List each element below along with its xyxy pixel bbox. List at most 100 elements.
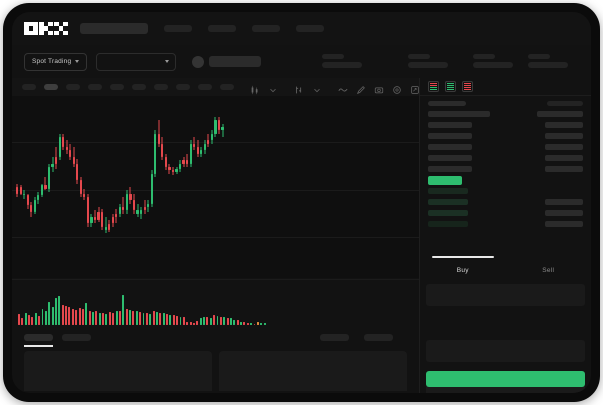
volume-bar — [162, 313, 165, 325]
volume-bar — [81, 309, 84, 325]
trading-pair-select[interactable] — [96, 52, 177, 71]
orderbook-row[interactable] — [420, 163, 591, 174]
market-stat-1 — [322, 54, 362, 68]
ticker-price-value — [209, 56, 262, 67]
orderbook-row[interactable] — [420, 141, 591, 152]
candlestick — [182, 70, 185, 278]
candlestick — [136, 70, 139, 278]
trading-mode-button[interactable]: Spot Trading — [24, 52, 88, 71]
timeframe-button-7[interactable] — [154, 84, 168, 90]
candlestick — [178, 70, 182, 278]
camera-icon[interactable] — [374, 82, 384, 94]
timeframe-button-10[interactable] — [220, 84, 234, 90]
order-amount-input[interactable] — [426, 340, 585, 362]
trade-side-tabs: Buy Sell — [420, 256, 592, 280]
nav-item-1[interactable] — [164, 25, 192, 32]
nav-item-2[interactable] — [208, 25, 236, 32]
volume-bar — [68, 307, 71, 325]
candlestick — [69, 70, 72, 278]
orderbook-row[interactable] — [420, 218, 591, 229]
volume-bar — [92, 311, 94, 325]
volume-bar — [129, 310, 131, 325]
orders-tab-2[interactable] — [62, 334, 91, 341]
timeframe-button-2[interactable] — [44, 84, 58, 90]
okx-logo[interactable] — [24, 21, 68, 36]
candlestick — [207, 70, 210, 278]
orderbook-size — [545, 199, 583, 205]
chevron-down-icon[interactable] — [268, 82, 278, 93]
volume-bar — [182, 317, 185, 325]
timeframe-button-4[interactable] — [88, 84, 102, 90]
timeframe-button-6[interactable] — [132, 84, 146, 90]
volume-bar — [48, 302, 51, 325]
volume-bar — [75, 310, 78, 325]
volume-bar-chart — [12, 288, 419, 333]
submit-buy-button[interactable] — [426, 371, 585, 387]
chevron-down-icon[interactable] — [312, 82, 322, 93]
volume-bar — [24, 312, 27, 325]
timeframe-button-5[interactable] — [110, 84, 124, 90]
candlestick — [47, 70, 51, 278]
orders-action-1[interactable] — [320, 334, 349, 341]
orders-tab-1[interactable] — [24, 334, 53, 341]
tab-buy-label: Buy — [456, 266, 469, 274]
tab-sell[interactable]: Sell — [506, 260, 592, 280]
nav-item-4[interactable] — [296, 25, 324, 32]
indicator-wave-icon[interactable] — [338, 82, 348, 92]
orderbook-row[interactable] — [420, 152, 591, 163]
candlestick — [16, 70, 19, 278]
volume-bar — [122, 295, 125, 325]
volume-bar — [226, 317, 229, 325]
volume-bar — [256, 322, 259, 325]
bar-type-icon[interactable] — [294, 82, 304, 94]
candlestick — [203, 70, 206, 278]
orderbook-row[interactable] — [420, 196, 591, 207]
candlestick — [171, 70, 175, 278]
volume-bar — [78, 308, 81, 325]
orderbook-asks[interactable] — [420, 108, 591, 174]
candlestick — [115, 70, 118, 278]
candlestick — [193, 70, 196, 278]
timeframe-button-8[interactable] — [176, 84, 190, 90]
orderbook-row[interactable] — [420, 108, 591, 119]
orderbook-col-size — [547, 101, 583, 106]
market-stat-3 — [473, 54, 513, 68]
candlestick — [221, 70, 224, 278]
orderbook-size — [545, 166, 583, 172]
orders-panel-left[interactable] — [24, 351, 212, 391]
order-total-input[interactable] — [426, 382, 585, 393]
orders-panel-right[interactable] — [219, 351, 407, 391]
candlestick — [72, 70, 75, 278]
timeframe-group — [22, 84, 234, 90]
app-viewport: Spot Trading — [12, 12, 591, 393]
orderbook-row[interactable] — [420, 207, 591, 218]
candlestick — [210, 70, 214, 278]
timeframe-button-1[interactable] — [22, 84, 36, 90]
price-candlestick-chart[interactable] — [12, 96, 419, 281]
orderbook-both-icon[interactable] — [428, 81, 439, 92]
timeframe-button-9[interactable] — [198, 84, 212, 90]
orderbook-row[interactable] — [420, 119, 591, 130]
drawing-pencil-icon[interactable] — [356, 82, 366, 95]
timeframe-button-3[interactable] — [66, 84, 80, 90]
orderbook-spread-row[interactable] — [420, 174, 591, 185]
candlestick — [108, 70, 111, 278]
global-search-input[interactable] — [80, 23, 148, 34]
orderbook-bids[interactable] — [420, 185, 591, 229]
fullscreen-icon[interactable] — [410, 82, 420, 94]
orderbook-asks-icon[interactable] — [462, 81, 473, 92]
candlestick — [51, 70, 54, 278]
nav-item-3[interactable] — [252, 25, 280, 32]
orderbook-bids-icon[interactable] — [445, 81, 456, 92]
candlestick-type-icon[interactable] — [250, 82, 260, 95]
settings-gear-icon[interactable] — [392, 82, 402, 94]
order-price-input[interactable] — [426, 284, 585, 306]
orders-action-2[interactable] — [364, 334, 393, 341]
orderbook-row[interactable] — [420, 185, 591, 196]
volume-bar — [176, 315, 179, 325]
tab-buy[interactable]: Buy — [420, 256, 506, 280]
candlestick — [83, 70, 86, 278]
volume-bar — [260, 323, 263, 325]
orderbook-row[interactable] — [420, 130, 591, 141]
